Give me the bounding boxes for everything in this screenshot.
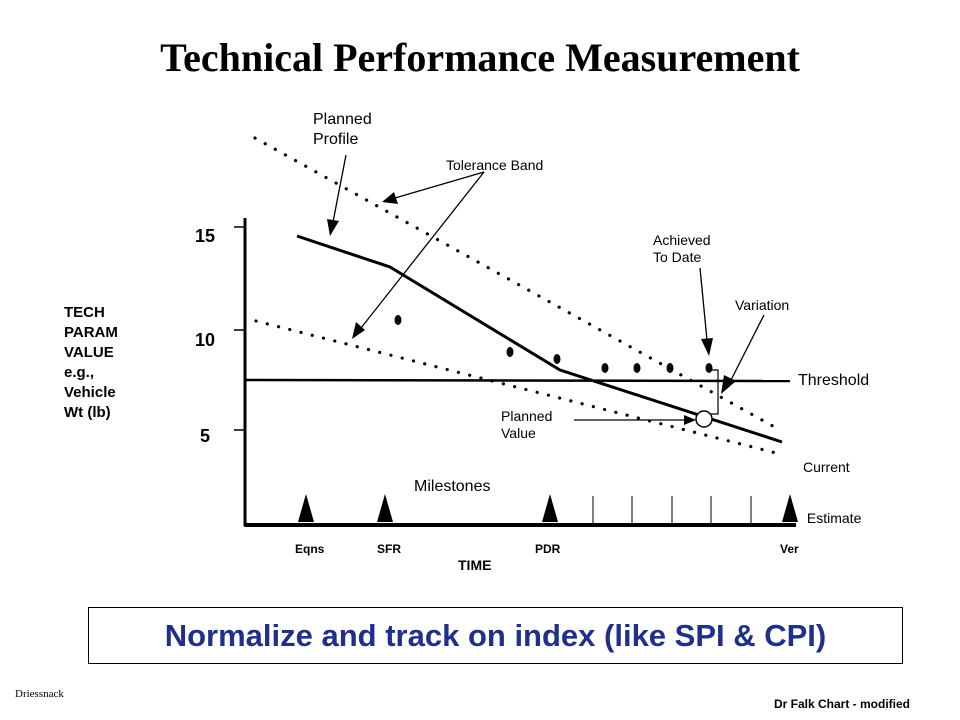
milestone-name-ver: Ver: [780, 542, 799, 556]
y-axis-label: TECH PARAM VALUE e.g., Vehicle Wt (lb): [64, 303, 118, 423]
current-estimate-label-line: Current: [803, 459, 850, 475]
y-tick-5: 5: [200, 426, 211, 446]
y-tick-10: 10: [195, 330, 216, 350]
planned-value-marker: [695, 410, 713, 428]
milestone-name-eqns: Eqns: [295, 542, 325, 556]
variation-bracket: [711, 369, 719, 415]
y-axis-label-line: Vehicle: [64, 384, 116, 401]
y-axis-label-line: e.g.,: [64, 364, 95, 381]
achieved-point: [601, 363, 609, 373]
footer-callout: Normalize and track on index (like SPI &…: [88, 607, 903, 664]
achieved-point: [633, 363, 641, 373]
achieved-to-date-label-line: To Date: [653, 249, 702, 265]
planned-profile-label: Planned Profile: [313, 110, 372, 150]
milestone-triangle-sfr: [377, 494, 393, 522]
planned-profile-label-line: Planned: [313, 111, 372, 128]
current-estimate-label: Current Estimate: [803, 425, 861, 544]
y-axis-label-line: PARAM: [64, 324, 118, 341]
achieved-point: [553, 354, 561, 364]
achieved-to-date-label: Achieved To Date: [653, 232, 711, 266]
x-axis-label: TIME: [458, 557, 492, 573]
milestone-markers: [298, 494, 798, 523]
y-tick-15: 15: [195, 226, 216, 246]
achieved-to-date-arrow: [699, 267, 713, 356]
achieved-to-date-label-line: Achieved: [653, 232, 711, 248]
threshold-line: [245, 378, 791, 383]
milestone-triangle-pdr: [542, 494, 558, 522]
tolerance-band-label: Tolerance Band: [446, 157, 544, 173]
planned-value-arrow: [574, 415, 696, 425]
achieved-point: [666, 363, 674, 373]
page-title: Technical Performance Measurement: [160, 35, 800, 80]
credit-left: Driessnack: [15, 688, 64, 700]
achieved-points: [394, 315, 713, 373]
credit-right: Dr Falk Chart - modified: [773, 697, 910, 711]
y-axis-label-line: TECH: [64, 304, 105, 321]
variation-arrow: [721, 314, 765, 394]
threshold-label: Threshold: [798, 372, 870, 389]
tolerance-band-arrow-upper: [382, 171, 485, 204]
milestone-name-pdr: PDR: [535, 542, 561, 556]
planned-profile-label-line: Profile: [313, 131, 359, 148]
milestones-label: Milestones: [414, 478, 491, 495]
tolerance-band-arrow-lower: [352, 171, 485, 339]
y-axis-label-line: Wt (lb): [64, 404, 111, 421]
y-axis-label-line: VALUE: [64, 344, 114, 361]
variation-label: Variation: [735, 297, 790, 313]
planned-value-label-line: Planned: [501, 408, 553, 424]
planned-value-label-line: Value: [501, 425, 536, 441]
achieved-point: [394, 315, 402, 325]
planned-profile-line: [296, 234, 783, 444]
achieved-point: [705, 363, 713, 373]
planned-value-label: Planned Value: [501, 408, 552, 442]
tolerance-band-upper: [253, 136, 782, 432]
achieved-point: [506, 347, 514, 357]
planned-profile-arrow: [327, 154, 347, 236]
milestone-triangle-eqns: [298, 494, 314, 522]
milestone-triangle-ver: [782, 494, 798, 522]
milestone-name-sfr: SFR: [377, 542, 401, 556]
current-estimate-label-line: Estimate: [803, 510, 862, 526]
